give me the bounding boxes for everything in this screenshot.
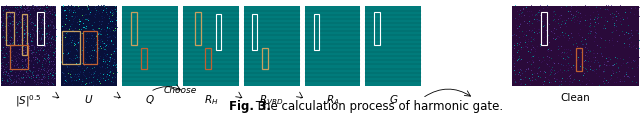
Bar <box>122 6 178 86</box>
Bar <box>512 6 639 86</box>
Bar <box>252 14 257 50</box>
Text: $R_{VRD}$: $R_{VRD}$ <box>259 93 284 107</box>
Bar <box>374 12 380 45</box>
Bar <box>37 12 44 45</box>
Bar <box>83 31 97 64</box>
Bar <box>62 31 80 64</box>
Text: Fig. 3.: Fig. 3. <box>229 100 271 113</box>
Bar <box>6 12 14 45</box>
Bar <box>1 6 56 86</box>
Bar <box>262 48 268 69</box>
Text: $|S|^{0.5}$: $|S|^{0.5}$ <box>15 93 42 109</box>
Bar <box>541 12 547 45</box>
Text: Choose: Choose <box>164 86 197 95</box>
Text: The calculation process of harmonic gate.: The calculation process of harmonic gate… <box>252 100 502 113</box>
Text: $Q$: $Q$ <box>145 93 155 106</box>
Bar <box>10 45 28 69</box>
Bar <box>141 48 147 69</box>
Bar <box>365 6 421 86</box>
Text: Clean: Clean <box>561 93 591 103</box>
Bar <box>22 14 27 55</box>
Bar <box>576 48 582 71</box>
Bar <box>195 12 201 45</box>
Bar <box>244 6 300 86</box>
Bar <box>183 6 239 86</box>
Bar <box>216 14 221 50</box>
Text: $U$: $U$ <box>84 93 93 105</box>
Bar <box>61 6 117 86</box>
Text: $G$: $G$ <box>388 93 398 105</box>
Bar <box>205 48 211 69</box>
Bar <box>131 12 137 45</box>
Text: $R_A$: $R_A$ <box>326 93 339 107</box>
Text: $R_H$: $R_H$ <box>204 93 218 107</box>
Bar <box>305 6 360 86</box>
Bar <box>314 14 319 50</box>
